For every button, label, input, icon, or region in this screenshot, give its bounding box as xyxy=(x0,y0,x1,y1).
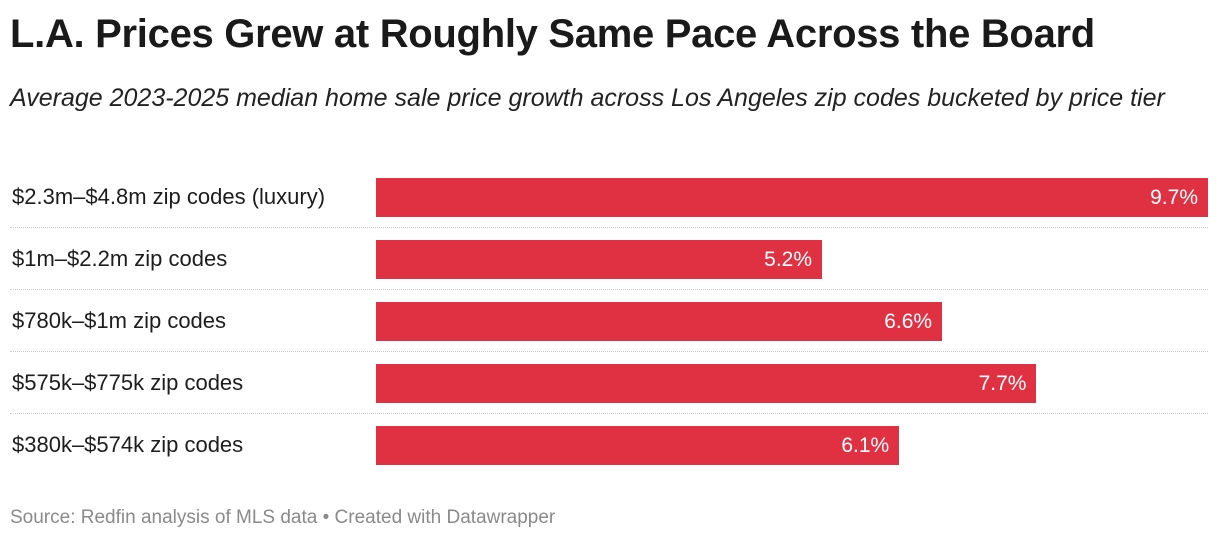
chart-title: L.A. Prices Grew at Roughly Same Pace Ac… xyxy=(10,12,1095,56)
value-label: 5.2% xyxy=(764,248,813,271)
category-label: $1m–$2.2m zip codes xyxy=(12,246,228,271)
bar: 7.7% xyxy=(376,364,1037,403)
row-divider xyxy=(10,227,1208,228)
bar-row: $2.3m–$4.8m zip codes (luxury) 9.7% xyxy=(10,166,1208,228)
bar-row: $1m–$2.2m zip codes 5.2% xyxy=(10,228,1208,290)
chart-subtitle: Average 2023-2025 median home sale price… xyxy=(10,84,1165,112)
row-divider xyxy=(10,413,1208,414)
bar: 5.2% xyxy=(376,240,823,279)
value-label: 6.6% xyxy=(884,310,933,333)
source-note: Source: Redfin analysis of MLS data • Cr… xyxy=(10,507,556,528)
bar-row: $380k–$574k zip codes 6.1% xyxy=(10,414,1208,476)
value-label: 9.7% xyxy=(1150,186,1198,209)
bar-row: $780k–$1m zip codes 6.6% xyxy=(10,290,1208,352)
category-label: $575k–$775k zip codes xyxy=(12,370,244,395)
row-divider xyxy=(10,289,1208,290)
bar: 6.6% xyxy=(376,302,943,341)
bar-row: $575k–$775k zip codes 7.7% xyxy=(10,352,1208,414)
category-label: $780k–$1m zip codes xyxy=(12,308,227,333)
bar: 6.1% xyxy=(376,426,900,465)
bar-chart: $2.3m–$4.8m zip codes (luxury) 9.7% $1m–$2… xyxy=(0,166,1220,476)
category-label: $2.3m–$4.8m zip codes (luxury) xyxy=(12,184,326,209)
bar: 9.7% xyxy=(376,178,1208,217)
value-label: 7.7% xyxy=(978,372,1027,395)
row-divider xyxy=(10,351,1208,352)
value-label: 6.1% xyxy=(841,434,890,457)
category-label: $380k–$574k zip codes xyxy=(12,432,244,457)
